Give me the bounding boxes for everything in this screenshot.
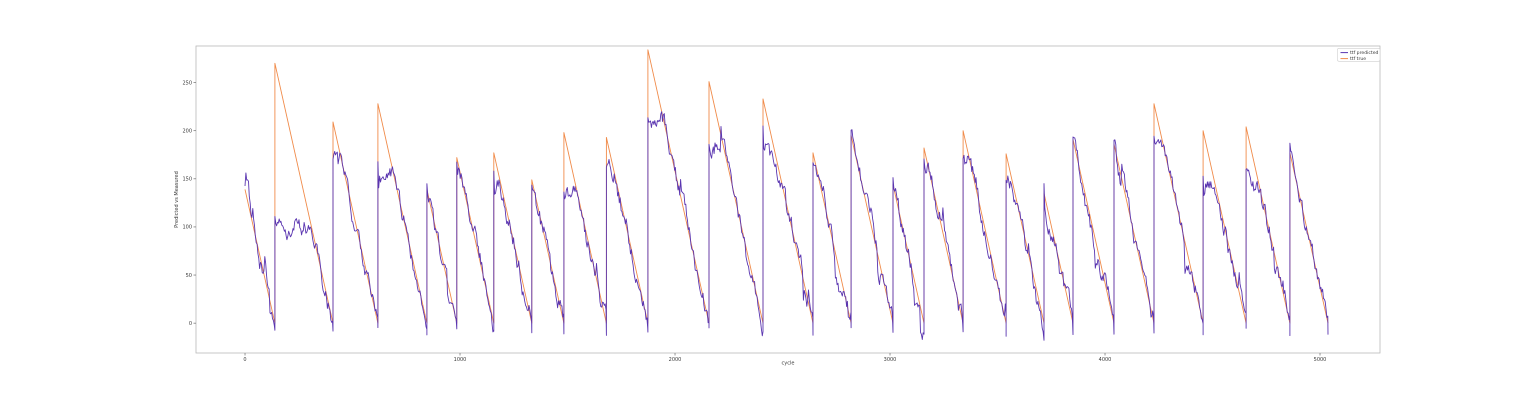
x-axis-label: cycle — [782, 361, 795, 367]
ttf-predicted-line — [244, 111, 1329, 341]
legend-label-true: ttf true — [1350, 56, 1366, 62]
legend-box — [1337, 47, 1381, 62]
x-tick-label: 2000 — [669, 357, 682, 363]
legend-label-predicted: ttf predicted — [1350, 50, 1379, 56]
legend-item-predicted: ttf predicted — [1340, 50, 1379, 56]
axis-ticks: 0 1000 2000 3000 4000 5000 0 50 100 150 200 250 — [182, 80, 1326, 363]
y-tick-label: 200 — [182, 128, 192, 134]
y-axis-label: Predicted vs Measured — [174, 171, 180, 228]
y-tick-label: 100 — [182, 225, 192, 231]
x-tick-label: 3000 — [884, 357, 897, 363]
y-tick-label: 250 — [182, 80, 192, 86]
y-tick-label: 150 — [182, 177, 192, 183]
y-tick-label: 0 — [189, 321, 192, 327]
ttf-true-line — [244, 49, 1329, 324]
x-tick-label: 1000 — [454, 357, 467, 363]
legend: ttf predicted ttf true — [1337, 47, 1381, 62]
x-tick-label: 4000 — [1099, 357, 1112, 363]
axes-frame — [195, 45, 1381, 354]
x-tick-label: 5000 — [1314, 357, 1327, 363]
legend-item-true: ttf true — [1340, 56, 1366, 62]
y-tick-label: 50 — [186, 273, 192, 279]
x-tick-label: 0 — [243, 357, 246, 363]
